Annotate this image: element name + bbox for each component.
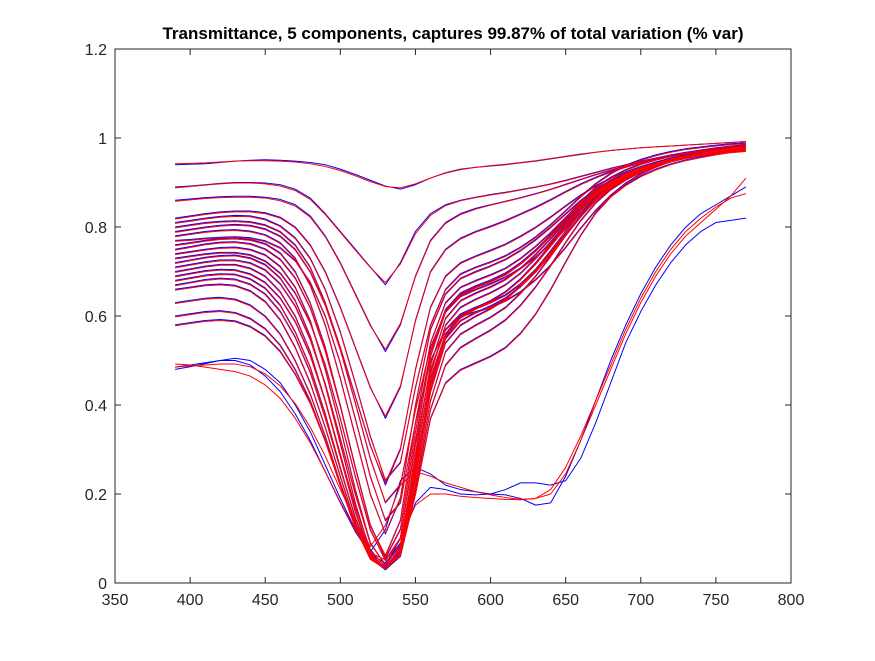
series-line xyxy=(175,177,747,548)
y-tick-label: 0 xyxy=(98,576,107,593)
series-line xyxy=(175,148,746,568)
x-tick-label: 650 xyxy=(552,592,579,609)
x-tick-label: 600 xyxy=(477,592,504,609)
series-line xyxy=(175,146,746,417)
series-line xyxy=(175,147,746,484)
y-tick-label: 0.6 xyxy=(85,309,107,326)
x-tick-label: 400 xyxy=(177,592,204,609)
chart-title: Transmittance, 5 components, captures 99… xyxy=(162,24,743,43)
series-line xyxy=(175,144,746,284)
x-tick-label: 700 xyxy=(627,592,654,609)
x-tick-label: 350 xyxy=(102,592,129,609)
axes-layer: 350 400 450 500 550 600 650 700 750 800 0 0.2 0.4 0.6… xyxy=(85,42,805,609)
series-line xyxy=(175,149,746,570)
series-line xyxy=(175,142,746,482)
x-tick-label: 750 xyxy=(703,592,730,609)
y-tick-label: 1.2 xyxy=(85,42,107,59)
series-layer xyxy=(175,141,747,571)
series-line xyxy=(175,146,746,486)
series-line xyxy=(175,146,746,559)
x-tick-label: 450 xyxy=(252,592,279,609)
series-line xyxy=(175,143,746,481)
x-tick-label: 500 xyxy=(327,592,354,609)
series-line xyxy=(175,193,747,561)
series-line xyxy=(175,217,747,564)
series-line xyxy=(175,186,747,553)
series-line xyxy=(175,148,746,570)
series-line xyxy=(175,149,746,571)
x-tick-label: 800 xyxy=(778,592,805,609)
series-line xyxy=(175,150,746,570)
series-line xyxy=(175,141,746,189)
series-line xyxy=(175,145,746,419)
y-tick-label: 0.4 xyxy=(85,398,107,415)
x-tick-label: 550 xyxy=(402,592,429,609)
y-tick-label: 1 xyxy=(98,131,107,148)
y-tick-label: 0.2 xyxy=(85,487,107,504)
y-tick-label: 0.8 xyxy=(85,220,107,237)
